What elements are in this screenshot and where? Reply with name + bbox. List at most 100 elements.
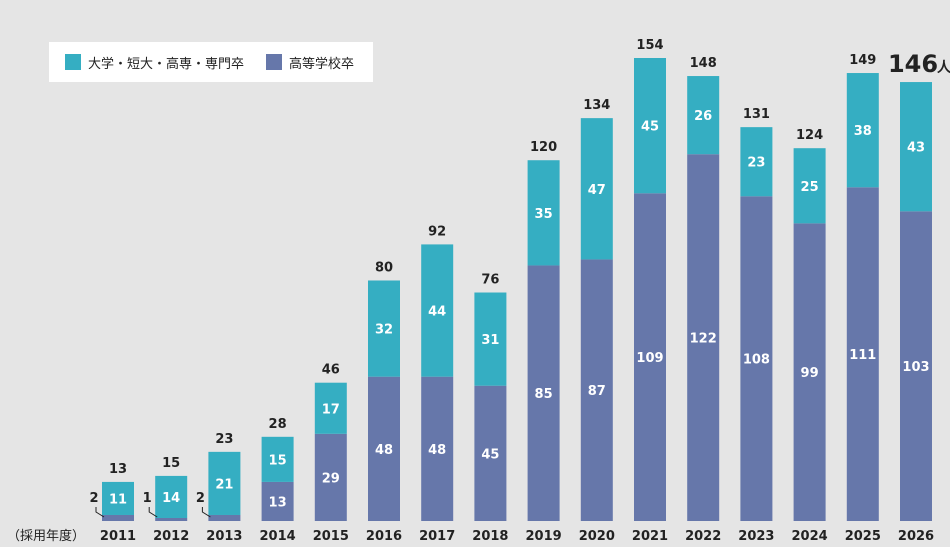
total-2020: 134 xyxy=(583,98,610,113)
label-university-2016: 32 xyxy=(375,323,393,338)
x-tick-2013: 2013 xyxy=(206,529,242,544)
legend-label-university: 大学・短大・高専・専門卒 xyxy=(88,56,245,72)
bar-university-2018 xyxy=(474,292,507,386)
label-university-2017: 44 xyxy=(428,305,446,320)
x-tick-2020: 2020 xyxy=(579,529,615,544)
legend-swatch-university xyxy=(65,54,81,70)
label-university-2014: 15 xyxy=(269,453,287,468)
x-tick-2024: 2024 xyxy=(792,529,828,544)
label-university-2025: 38 xyxy=(854,124,872,139)
x-tick-2014: 2014 xyxy=(260,529,296,544)
bar-highschool-2014 xyxy=(261,481,294,521)
label-university-2018: 31 xyxy=(481,333,499,348)
x-tick-2019: 2019 xyxy=(526,529,562,544)
bar-highschool-2011 xyxy=(102,514,134,521)
bar-highschool-2022 xyxy=(687,154,720,521)
bar-university-2014 xyxy=(261,436,294,482)
label-highschool-2026: 103 xyxy=(902,360,929,375)
bar-university-2012 xyxy=(155,475,188,518)
leader-line-2011 xyxy=(95,507,105,518)
total-2022: 148 xyxy=(690,56,717,71)
label-highschool-2019: 85 xyxy=(535,387,553,402)
label-university-2022: 26 xyxy=(694,109,712,124)
bar-university-2016 xyxy=(368,280,400,377)
leader-line-2012 xyxy=(148,507,158,518)
total-2023: 131 xyxy=(743,107,770,122)
label-university-2023: 23 xyxy=(747,156,765,171)
legend-item-highschool: 高等学校卒 xyxy=(266,53,354,72)
total-2026: 146 xyxy=(888,50,938,78)
legend-label-highschool: 高等学校卒 xyxy=(289,56,355,72)
label-university-2019: 35 xyxy=(535,207,553,222)
label-university-2013: 21 xyxy=(215,477,233,492)
bar-highschool-2026 xyxy=(900,211,932,521)
x-tick-2022: 2022 xyxy=(685,529,721,544)
bar-highschool-2016 xyxy=(368,376,400,521)
bar-university-2026 xyxy=(900,82,932,212)
bar-highschool-2017 xyxy=(421,376,454,521)
bar-university-2011 xyxy=(102,481,134,515)
total-2014: 28 xyxy=(269,417,287,432)
bar-university-2017 xyxy=(421,244,454,377)
label-highschool-2016: 48 xyxy=(375,443,393,458)
label-highschool-2025: 111 xyxy=(849,348,876,363)
x-tick-2023: 2023 xyxy=(738,529,774,544)
total-2013: 23 xyxy=(215,432,233,447)
bar-highschool-2019 xyxy=(527,265,560,521)
label-university-2020: 47 xyxy=(588,183,606,198)
label-highschool-2023: 108 xyxy=(743,353,770,368)
total-2021: 154 xyxy=(636,38,663,53)
bar-highschool-2021 xyxy=(634,193,666,521)
label-university-2015: 17 xyxy=(322,402,340,417)
label-highschool-2014: 13 xyxy=(269,495,287,510)
x-tick-2012: 2012 xyxy=(153,529,189,544)
x-tick-2021: 2021 xyxy=(632,529,668,544)
leader-line-2013 xyxy=(201,507,211,518)
bar-university-2013 xyxy=(208,451,241,515)
bar-university-2020 xyxy=(580,118,613,260)
total-2011: 13 xyxy=(109,462,127,477)
total-2017: 92 xyxy=(428,224,446,239)
label-highschool-2022: 122 xyxy=(690,332,717,347)
bar-university-2023 xyxy=(740,127,773,197)
bar-highschool-2025 xyxy=(846,187,879,521)
bar-highschool-2020 xyxy=(580,259,613,521)
label-highschool-2015: 29 xyxy=(322,471,340,486)
bar-highschool-2012 xyxy=(155,517,188,521)
legend: 大学・短大・高専・専門卒 高等学校卒 xyxy=(49,42,373,82)
total-2015: 46 xyxy=(322,363,340,378)
label-university-2024: 25 xyxy=(801,180,819,195)
bar-university-2015 xyxy=(314,382,347,434)
bar-university-2019 xyxy=(527,160,560,266)
bar-highschool-2024 xyxy=(793,223,826,521)
bar-university-2021 xyxy=(634,58,666,194)
bar-highschool-2015 xyxy=(314,433,347,521)
bar-university-2022 xyxy=(687,76,720,155)
bar-university-2024 xyxy=(793,148,826,224)
label-highschool-2011: 2 xyxy=(89,491,98,506)
total-2018: 76 xyxy=(481,273,499,288)
label-highschool-2013: 2 xyxy=(196,491,205,506)
total-2012: 15 xyxy=(162,456,180,471)
label-highschool-2012: 1 xyxy=(143,491,152,506)
total-2016: 80 xyxy=(375,260,393,275)
total-2025: 149 xyxy=(849,53,876,68)
label-university-2011: 11 xyxy=(109,492,127,507)
label-highschool-2018: 45 xyxy=(481,447,499,462)
x-tick-2017: 2017 xyxy=(419,529,455,544)
bar-highschool-2013 xyxy=(208,514,241,521)
legend-swatch-highschool xyxy=(266,54,283,70)
label-highschool-2017: 48 xyxy=(428,443,446,458)
x-tick-2025: 2025 xyxy=(845,529,881,544)
label-highschool-2021: 109 xyxy=(636,351,663,366)
bar-university-2025 xyxy=(846,73,879,188)
label-university-2021: 45 xyxy=(641,120,659,135)
bar-highschool-2018 xyxy=(474,385,507,521)
label-university-2012: 14 xyxy=(162,491,180,506)
total-unit-2026: 人 xyxy=(937,59,950,76)
label-highschool-2024: 99 xyxy=(801,366,819,381)
x-tick-2026: 2026 xyxy=(898,529,934,544)
legend-item-university: 大学・短大・高専・専門卒 xyxy=(65,53,244,72)
x-tick-2015: 2015 xyxy=(313,529,349,544)
